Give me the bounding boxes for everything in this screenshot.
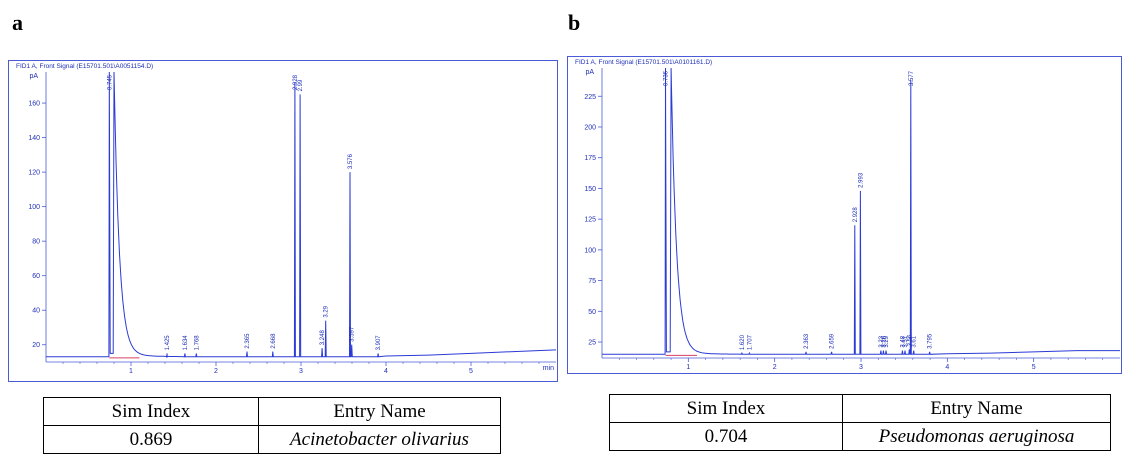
peak-label: 0.736 [664, 70, 670, 86]
y-tick-label: 100 [584, 247, 596, 254]
y-tick-label: 140 [28, 135, 40, 142]
chart-title: FID1 A, Front Signal (E15701.501\A010116… [575, 59, 712, 66]
x-tick-label: 1 [129, 368, 133, 375]
x-tick-label: 3 [299, 368, 303, 375]
panel-letter-b: b [568, 10, 581, 35]
y-axis-unit: pA [29, 73, 38, 80]
y-tick-label: 225 [584, 94, 596, 101]
table-header-cell: Sim Index [43, 397, 259, 426]
signal-trace [602, 67, 1120, 355]
table-header-cell: Sim Index [609, 394, 843, 423]
panel-letter-a: a [12, 10, 23, 35]
x-tick-label: 5 [469, 368, 473, 375]
peak-label: 3.29 [884, 335, 890, 347]
y-tick-label: 100 [28, 204, 40, 211]
y-axis-unit: pA [585, 69, 594, 76]
peak-label: 3.248 [320, 330, 326, 346]
sim-index-value: 0.869 [43, 425, 259, 454]
peak-label: 3.56 [907, 334, 913, 346]
chromatogram-b-svg: FID1 A, Front Signal (E15701.501\A010116… [567, 56, 1122, 374]
table-row: 0.869 Acinetobacter olivarius [43, 425, 501, 454]
peak-label: 3.576 [348, 153, 354, 169]
peak-label: 1.768 [194, 335, 200, 351]
entry-name-value: Pseudomonas aeruginosa [842, 422, 1111, 451]
sim-table-a: Sim Index Entry Name 0.869 Acinetobacter… [43, 397, 501, 454]
x-tick-label: 2 [773, 364, 777, 371]
peak-label: 3.51 [903, 335, 909, 347]
peak-label: 2.993 [858, 172, 864, 188]
peak-label: 1.634 [183, 335, 189, 351]
table-header-row: Sim Index Entry Name [43, 397, 501, 426]
signal-trace [46, 71, 557, 359]
peak-label: 2.928 [853, 207, 859, 223]
x-tick-label: 4 [384, 368, 388, 375]
peak-label: 1.707 [747, 334, 753, 350]
table-header-cell: Entry Name [258, 397, 501, 426]
y-tick-label: 50 [588, 309, 596, 316]
y-tick-label: 20 [32, 342, 40, 349]
y-tick-label: 120 [28, 170, 40, 177]
peak-label: 3.48 [900, 335, 906, 347]
chromatogram-a-svg: FID1 A, Front Signal (E15701.501\A005115… [8, 60, 558, 382]
chart-frame [8, 60, 558, 382]
y-tick-label: 80 [32, 239, 40, 246]
peak-label: 2.659 [830, 333, 836, 349]
peak-label: 2.363 [804, 333, 810, 349]
peak-label: 2.99 [298, 79, 304, 91]
sim-table-b: Sim Index Entry Name 0.704 Pseudomonas a… [609, 394, 1111, 451]
x-axis-unit: min [543, 365, 554, 372]
peak-label: 0.745 [107, 74, 113, 90]
peak-label: 3.61 [912, 335, 918, 347]
chromatogram-b: FID1 A, Front Signal (E15701.501\A010116… [567, 56, 1122, 374]
chromatogram-a: FID1 A, Front Signal (E15701.501\A005115… [8, 60, 558, 382]
sim-index-value: 0.704 [609, 422, 843, 451]
y-tick-label: 125 [584, 217, 596, 224]
peak-label: 3.795 [928, 333, 934, 349]
x-tick-label: 5 [1032, 364, 1036, 371]
peak-label: 2.928 [293, 74, 299, 90]
y-tick-label: 60 [32, 273, 40, 280]
peak-label: 2.365 [245, 333, 251, 349]
peak-label: 3.23 [879, 335, 885, 347]
x-tick-label: 4 [945, 364, 949, 371]
table-header-cell: Entry Name [842, 394, 1111, 423]
table-row: 0.704 Pseudomonas aeruginosa [609, 422, 1111, 451]
chart-frame [567, 56, 1122, 374]
peak-label: 3.29 [324, 305, 330, 317]
y-tick-label: 200 [584, 124, 596, 131]
peak-label: 3.577 [909, 70, 915, 86]
y-tick-label: 160 [28, 101, 40, 108]
y-tick-label: 150 [584, 186, 596, 193]
x-tick-label: 1 [686, 364, 690, 371]
y-tick-label: 40 [32, 308, 40, 315]
table-header-row: Sim Index Entry Name [609, 394, 1111, 423]
peak-label: 3.907 [376, 335, 382, 351]
x-tick-label: 3 [859, 364, 863, 371]
peak-label: 3.26 [881, 335, 887, 347]
peak-label: 2.668 [271, 333, 277, 349]
y-tick-label: 25 [588, 340, 596, 347]
chart-title: FID1 A, Front Signal (E15701.501\A005115… [16, 63, 153, 70]
entry-name-value: Acinetobacter olivarius [258, 425, 501, 454]
peak-label: 1.425 [165, 335, 171, 351]
y-tick-label: 175 [584, 155, 596, 162]
y-tick-label: 75 [588, 278, 596, 285]
x-tick-label: 2 [214, 368, 218, 375]
peak-label: 3.597 [350, 326, 356, 342]
peak-label: 1.620 [740, 334, 746, 350]
